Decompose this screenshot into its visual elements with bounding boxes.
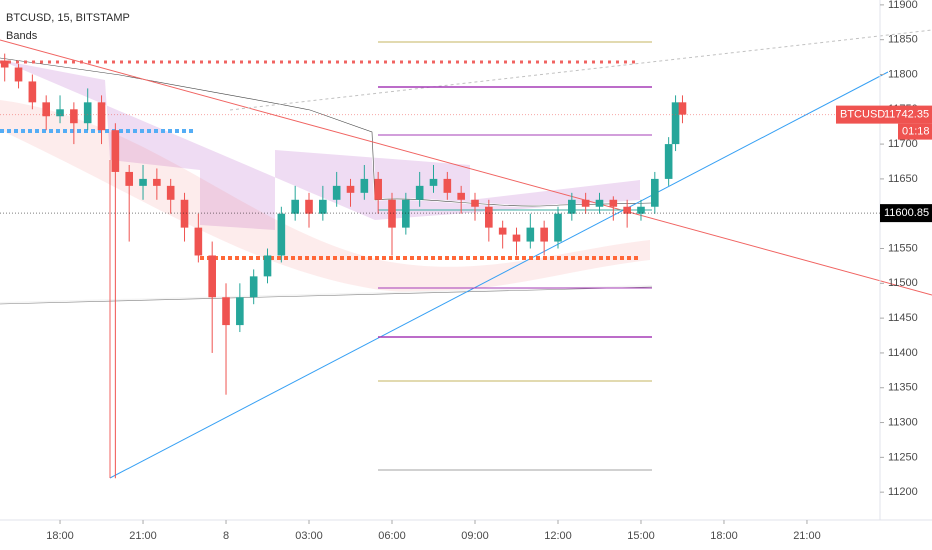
x-tick-label: 03:00 [295, 530, 323, 542]
candle-body [360, 178, 369, 193]
symbol-title: BTCUSD, 15, BITSTAMP [6, 12, 130, 24]
candle-body [153, 178, 161, 186]
candle-body [42, 102, 51, 117]
moving-average-outline [0, 57, 653, 207]
candle-body [222, 297, 230, 326]
candle-body [415, 185, 424, 200]
candle-body [70, 109, 78, 124]
candle-body [568, 199, 576, 214]
x-tick-label: 18:00 [46, 530, 74, 542]
x-tick-label: 09:00 [461, 530, 489, 542]
candle-body [319, 199, 327, 214]
countdown-tag [898, 123, 932, 140]
candle-body [332, 185, 341, 200]
y-tick-label: 11350 [888, 382, 918, 394]
candle-body [305, 199, 313, 214]
x-tick-label: 18:00 [710, 530, 738, 542]
x-tick-label: 06:00 [378, 530, 406, 542]
candle-body [28, 81, 37, 103]
price-tag [880, 105, 932, 124]
candle-body [236, 297, 244, 326]
long-ma [0, 285, 653, 304]
candle-body [97, 102, 106, 131]
candle-body [457, 192, 465, 200]
band-fill [0, 60, 640, 230]
y-tick-label: 11250 [888, 451, 918, 463]
x-tick-label: 21:00 [129, 530, 157, 542]
candle-body [166, 185, 175, 200]
x-tick-label: 21:00 [793, 530, 821, 542]
y-tick-label: 11650 [888, 173, 918, 185]
x-tick-label: 8 [223, 530, 229, 542]
candle-body [429, 178, 438, 186]
y-tick-label: 11300 [888, 416, 918, 428]
candle-body [374, 178, 382, 200]
x-tick-label: 15:00 [627, 530, 655, 542]
candle-body [346, 185, 355, 193]
candle-body [402, 199, 410, 228]
candle-body [208, 255, 216, 298]
dashed-line [229, 29, 932, 111]
indicators [0, 29, 932, 479]
candle-body [291, 199, 299, 214]
y-tick-label: 11400 [888, 347, 918, 359]
y-tick-label: 11550 [888, 242, 918, 254]
candle-body [581, 199, 590, 207]
candle-body [194, 227, 203, 256]
candle-body [485, 206, 493, 228]
candle-body [111, 130, 120, 172]
candle-body [263, 255, 272, 277]
candle-body [388, 199, 396, 228]
candle-body [277, 213, 286, 256]
candle-body [180, 199, 189, 228]
price-tag-label: 11742.35 [884, 109, 929, 121]
y-tick-label: 11850 [888, 34, 918, 46]
candle-body [0, 60, 9, 68]
candle-body [664, 144, 673, 179]
candle-body [623, 206, 631, 214]
candle-body [125, 171, 133, 186]
indicator-name: Bands [6, 30, 38, 42]
candle-body [540, 227, 548, 242]
candle-body [249, 276, 258, 298]
candle-body [512, 234, 521, 242]
candle-body [554, 213, 562, 242]
candle-body [471, 199, 479, 207]
trend-line [109, 71, 889, 479]
candle-body [526, 227, 535, 242]
price-tag-label: 11600.85 [884, 207, 929, 219]
y-tick-label: 11900 [888, 0, 918, 11]
y-tick-label: 11800 [888, 68, 918, 80]
countdown-label: 01:18 [902, 126, 930, 138]
candle-body [443, 178, 452, 193]
candle-body [498, 227, 507, 235]
candle-body [651, 178, 659, 207]
candle-body [609, 199, 618, 207]
candle-body [139, 178, 147, 186]
candle-body [671, 102, 680, 145]
band-fill [0, 100, 650, 293]
x-tick-label: 12:00 [544, 530, 572, 542]
candle-body [678, 102, 687, 115]
candle-body [637, 206, 645, 214]
long-ma-outline [0, 286, 653, 305]
trend-line [0, 39, 932, 296]
candle-body [14, 67, 23, 82]
y-tick-label: 11450 [888, 312, 918, 324]
symbol-tag [836, 105, 880, 124]
candle-body [83, 102, 92, 124]
y-tick-label: 11200 [888, 486, 918, 498]
price-tag [880, 204, 932, 223]
candle-body [56, 109, 64, 117]
y-tick-label: 11500 [888, 277, 918, 289]
symbol-tag-label: BTCUSD [840, 109, 885, 121]
candle-body [595, 199, 604, 207]
y-tick-label: 11700 [888, 138, 918, 150]
